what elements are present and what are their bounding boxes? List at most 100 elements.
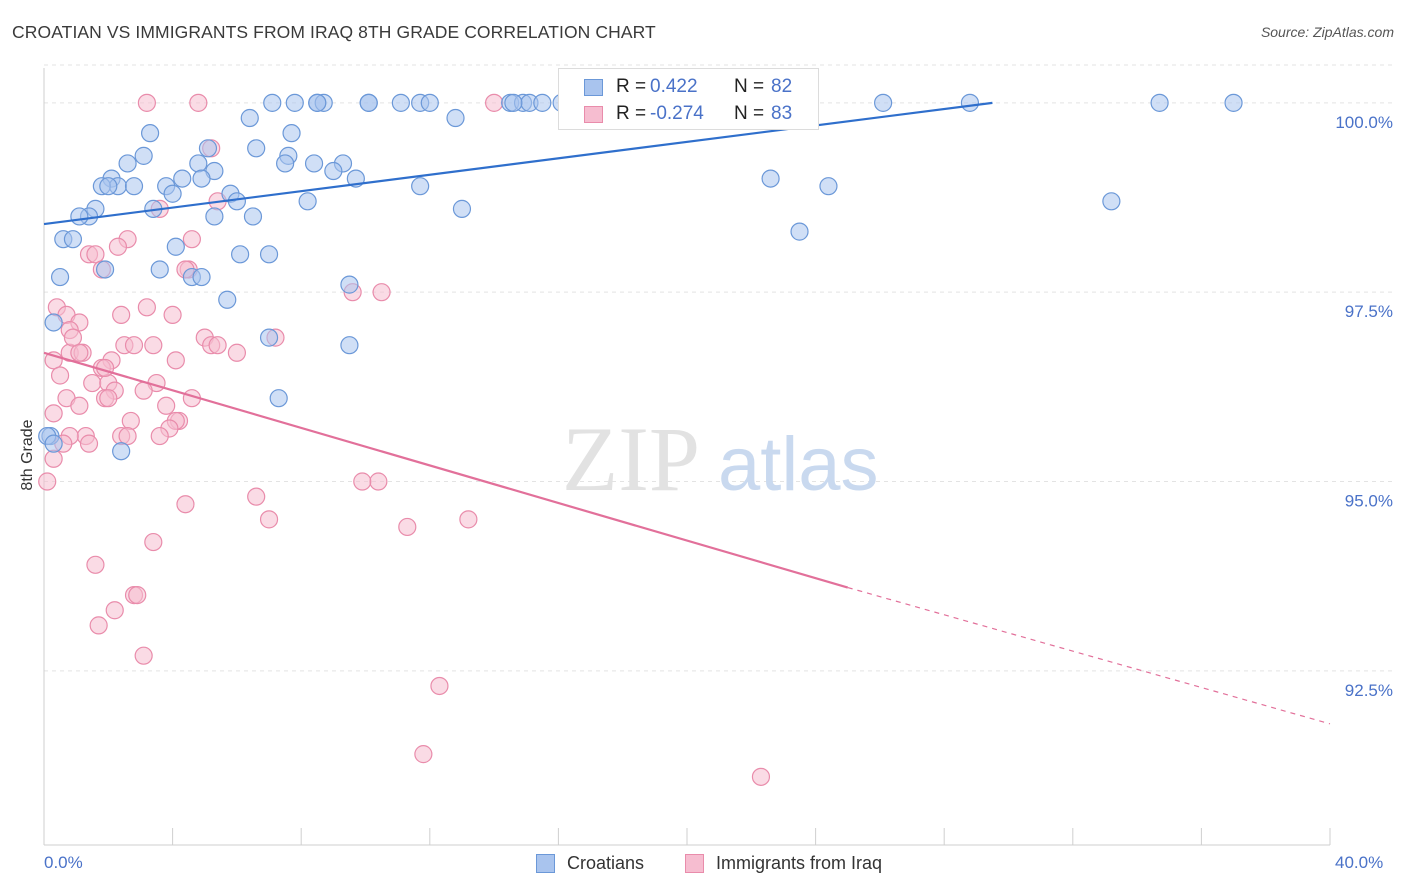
croatians-point	[446, 108, 465, 128]
croatians-point	[452, 199, 472, 218]
croatians-point	[198, 139, 218, 158]
iraq-point	[227, 343, 246, 362]
croatians-point	[1102, 192, 1121, 211]
r-value: -0.274	[650, 103, 704, 124]
iraq-point	[105, 601, 124, 620]
r-label: R =	[616, 103, 647, 124]
croatians-point	[99, 177, 118, 196]
iraq-point	[79, 434, 99, 453]
iraq-point	[86, 555, 105, 574]
croatians-point	[163, 184, 182, 203]
n-value: 82	[771, 76, 793, 97]
croatians-point	[282, 124, 301, 143]
iraq-point	[137, 93, 156, 112]
iraq-point	[128, 585, 147, 605]
stats-row-croatians: R = 0.422 N = 82	[559, 74, 818, 100]
iraq-point	[137, 298, 156, 317]
iraq-point	[163, 305, 182, 325]
iraq-point	[247, 487, 266, 506]
croatians-point	[960, 93, 980, 112]
croatians-point	[304, 154, 324, 173]
iraq-point	[369, 472, 388, 491]
croatians-point	[112, 442, 131, 461]
iraq-point	[398, 517, 417, 537]
iraq-trend-extension	[847, 586, 1331, 725]
croatians-point	[298, 192, 317, 211]
iraq-swatch	[584, 106, 603, 123]
iraq-point	[63, 328, 83, 347]
iraq-point	[50, 366, 70, 385]
croatians-point	[874, 93, 893, 112]
stats-row-iraq: R = -0.274 N = 83	[559, 101, 818, 127]
r-value: 0.422	[650, 76, 698, 97]
iraq-point	[353, 472, 372, 491]
legend-label-croatians: Croatians	[567, 853, 645, 873]
croatians-point	[420, 93, 439, 112]
croatians-point	[259, 245, 279, 264]
iraq-point	[189, 93, 208, 112]
croatians-point	[192, 267, 211, 287]
iraq-point	[751, 767, 771, 786]
iraq-point	[99, 389, 118, 408]
croatians-points	[38, 93, 1243, 461]
croatians-point	[324, 161, 343, 181]
croatians-point	[269, 389, 288, 408]
iraq-point	[208, 336, 227, 355]
r-label: R =	[616, 76, 647, 97]
iraq-point	[108, 237, 128, 256]
croatians-point	[391, 93, 410, 112]
iraq-point	[144, 532, 163, 552]
croatians-point	[504, 93, 523, 112]
iraq-point	[124, 336, 144, 355]
croatians-point	[243, 207, 263, 226]
iraq-point	[430, 676, 449, 696]
y-tick-label: 92.5%	[1345, 681, 1393, 700]
iraq-point	[44, 449, 63, 468]
croatians-point	[70, 207, 89, 226]
x-tick-min: 0.0%	[44, 853, 83, 872]
n-label: N =	[734, 103, 765, 124]
immigrants-from-iraq-points	[38, 93, 771, 786]
iraq-point	[414, 745, 433, 764]
croatians-point	[205, 207, 224, 226]
croatians-trend-line	[43, 101, 993, 226]
croatians-point	[134, 146, 153, 165]
croatians-point	[166, 237, 185, 256]
iraq-point	[121, 411, 140, 431]
iraq-legend-swatch	[685, 854, 704, 873]
croatians-point	[1224, 93, 1243, 112]
croatians-point	[189, 154, 208, 173]
croatians-point	[44, 434, 63, 453]
croatians-point	[192, 169, 211, 188]
croatians-point	[359, 93, 378, 112]
iraq-point	[259, 510, 279, 529]
croatians-point	[263, 93, 282, 112]
croatians-point	[227, 192, 246, 211]
iraq-point	[182, 230, 201, 249]
watermark-atlas: atlas	[718, 422, 879, 507]
croatians-point	[308, 93, 327, 112]
x-tick-max: 40.0%	[1335, 853, 1384, 872]
croatians-point	[50, 267, 70, 287]
legend-label-iraq: Immigrants from Iraq	[716, 853, 883, 873]
iraq-point	[118, 426, 137, 446]
iraq-point	[134, 646, 153, 665]
iraq-point	[459, 510, 478, 529]
croatians-point	[44, 313, 63, 332]
croatians-point	[63, 230, 83, 249]
croatians-point	[173, 169, 192, 188]
croatians-point	[247, 139, 266, 158]
iraq-point	[485, 93, 504, 112]
croatians-point	[231, 245, 250, 264]
croatians-point	[340, 336, 359, 355]
y-tick-label: 95.0%	[1345, 492, 1393, 511]
trend-lines	[43, 101, 1331, 725]
grid-lines	[44, 64, 1395, 672]
watermark-zip: ZIP	[562, 408, 700, 510]
croatians-point	[150, 260, 169, 279]
stats-legend: R = 0.422 N = 82 R = -0.274 N = 83	[558, 68, 819, 130]
iraq-trend-line	[43, 351, 849, 589]
croatians-point	[276, 154, 295, 173]
iraq-point	[38, 472, 57, 491]
